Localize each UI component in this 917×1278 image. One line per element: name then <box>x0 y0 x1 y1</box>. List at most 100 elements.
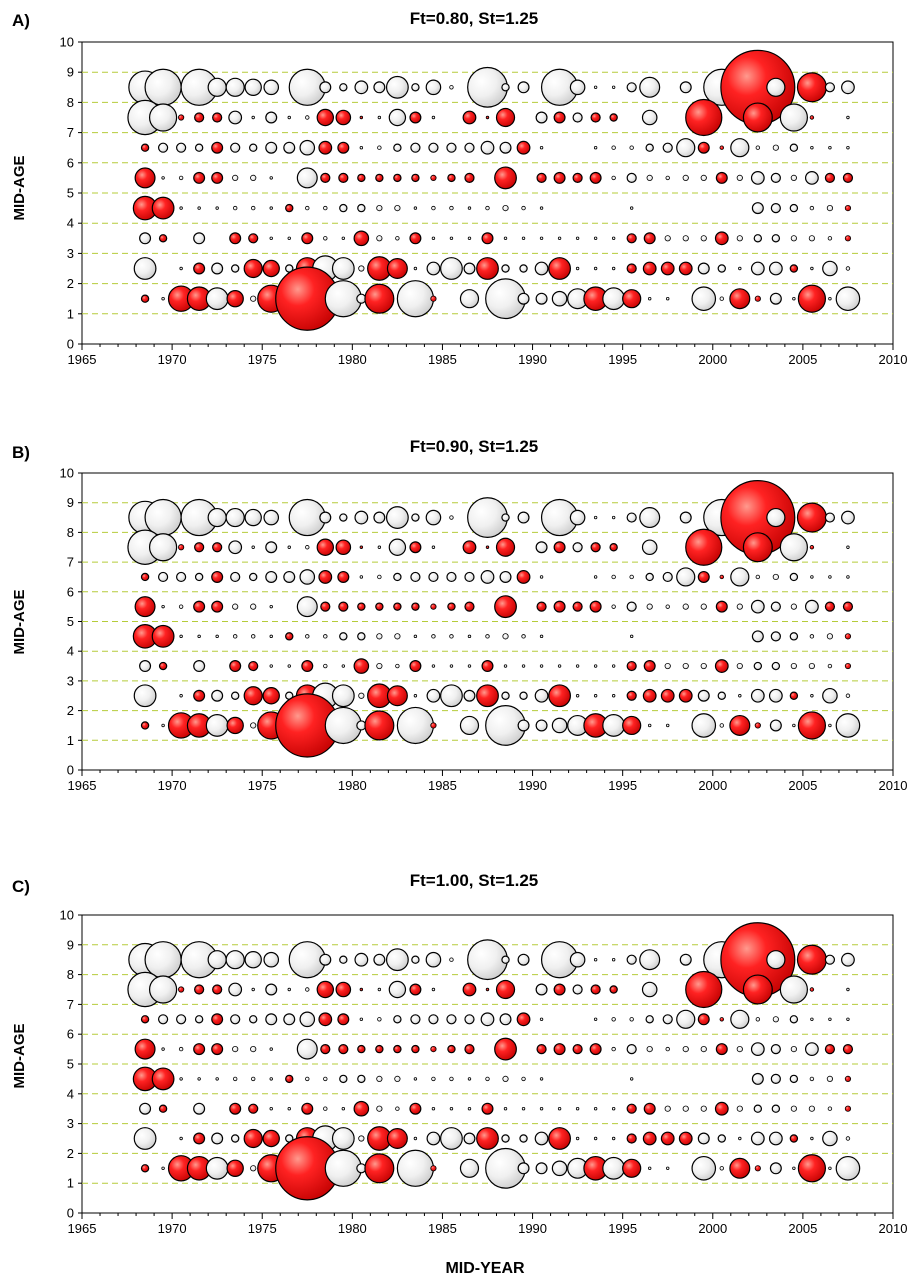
bubble-positive <box>158 1104 168 1113</box>
bubble-negative <box>769 1162 782 1175</box>
bubble-negative <box>341 664 346 668</box>
y-tick-label: 1 <box>67 733 74 748</box>
y-tick-label: 1 <box>67 306 74 321</box>
bubble-negative <box>611 175 616 181</box>
bubble-positive <box>844 1105 852 1112</box>
bubble-negative <box>215 206 219 210</box>
x-tick-label: 1965 <box>68 778 97 793</box>
bubble-positive <box>844 662 852 670</box>
bubble-negative <box>446 1014 457 1025</box>
bubble-negative <box>269 1047 273 1051</box>
bubble-negative <box>602 1156 626 1180</box>
y-tick-label: 6 <box>67 1027 74 1042</box>
bubble-negative <box>569 509 586 526</box>
bubble-negative <box>161 604 165 609</box>
bubble-negative <box>411 955 420 964</box>
bubble-positive <box>386 257 408 280</box>
bubble-positive <box>353 1100 370 1117</box>
bubble-negative <box>519 1134 528 1143</box>
bubble-positive <box>211 600 224 613</box>
bubble-negative <box>664 662 671 670</box>
bubble-negative <box>411 513 420 522</box>
plot-area: 0 1 2 3 4 5 6 7 8 9 10 1965 1970 1975 1980 1985 1990 1995… <box>60 466 908 794</box>
bubble-negative <box>810 1136 814 1141</box>
bubble-negative <box>835 713 861 738</box>
bubble-negative <box>539 1106 544 1111</box>
bubble-negative <box>572 112 583 123</box>
bubble-positive <box>158 661 168 671</box>
bubble-positive <box>386 685 408 707</box>
bubble-positive <box>697 1013 710 1026</box>
bubble-positive <box>359 987 364 992</box>
bubble-negative <box>373 953 386 966</box>
bubble-positive <box>211 1043 224 1056</box>
bubble-negative <box>662 142 673 153</box>
bubble-negative <box>449 236 454 240</box>
bubble-positive <box>335 109 352 126</box>
bubble-positive <box>622 715 642 736</box>
bubble-positive <box>495 979 516 1000</box>
bubble-negative <box>789 1015 799 1024</box>
bubble-negative <box>287 115 291 120</box>
bubble-negative <box>359 145 364 150</box>
y-tick-label: 6 <box>67 584 74 599</box>
bubble-negative <box>305 115 310 120</box>
bubble-positive <box>742 974 773 1005</box>
bubble-negative <box>410 142 421 153</box>
bubble-negative <box>697 262 710 275</box>
bubble-positive <box>262 259 280 278</box>
bubble-negative <box>593 664 598 668</box>
bubble-positive <box>248 1103 259 1114</box>
bubble-positive <box>678 261 693 276</box>
bubble-negative <box>789 203 799 213</box>
y-tick-label: 10 <box>60 908 74 923</box>
y-tick-label: 9 <box>67 65 74 80</box>
bubble-positive <box>626 660 637 672</box>
bubble-negative <box>207 507 227 528</box>
bubble-negative <box>738 266 742 271</box>
bubble-negative <box>230 264 240 273</box>
bubble-positive <box>754 295 761 302</box>
bubble-negative <box>413 1136 418 1141</box>
bubble-negative <box>263 509 280 526</box>
bubble-negative <box>738 694 742 698</box>
y-tick-label: 7 <box>67 555 74 570</box>
bubble-negative <box>846 545 850 549</box>
bubble-positive <box>609 985 618 994</box>
bubble-positive <box>844 235 852 242</box>
bubble-negative <box>682 174 689 182</box>
bubble-positive <box>464 172 475 184</box>
bubble-positive <box>151 624 175 648</box>
bubble-negative <box>197 206 201 210</box>
bubble-negative <box>323 1076 328 1082</box>
bubble-negative <box>449 1106 454 1111</box>
bubble-positive <box>626 1133 637 1144</box>
y-tick-label: 5 <box>67 1057 74 1072</box>
bubble-negative <box>377 545 382 549</box>
bubble-negative <box>357 1074 366 1084</box>
bubble-negative <box>502 1075 509 1083</box>
bubble-negative <box>446 142 457 153</box>
bubble-negative <box>385 75 409 99</box>
bubble-negative <box>826 633 834 640</box>
x-tick-label: 1985 <box>428 352 457 367</box>
bubble-negative <box>700 1105 707 1112</box>
x-tick-label: 2000 <box>698 1221 727 1236</box>
bubble-positive <box>590 542 601 553</box>
bubble-positive <box>697 141 710 154</box>
bubble-negative <box>178 175 184 181</box>
bubble-negative <box>459 715 480 736</box>
bubble-negative <box>828 297 832 301</box>
bubble-negative <box>551 717 568 734</box>
y-tick-label: 7 <box>67 997 74 1012</box>
panel-label: B) <box>12 443 30 462</box>
bubble-positive <box>626 263 637 274</box>
bubble-negative <box>464 571 475 583</box>
bubble-positive <box>643 232 656 245</box>
bubble-negative <box>769 719 782 732</box>
bubble-negative <box>413 694 418 698</box>
bubble-positive <box>193 262 206 275</box>
x-tick-label: 1980 <box>338 352 367 367</box>
bubble-positive <box>393 173 402 183</box>
y-axis-label: MID-AGE <box>11 1024 28 1089</box>
